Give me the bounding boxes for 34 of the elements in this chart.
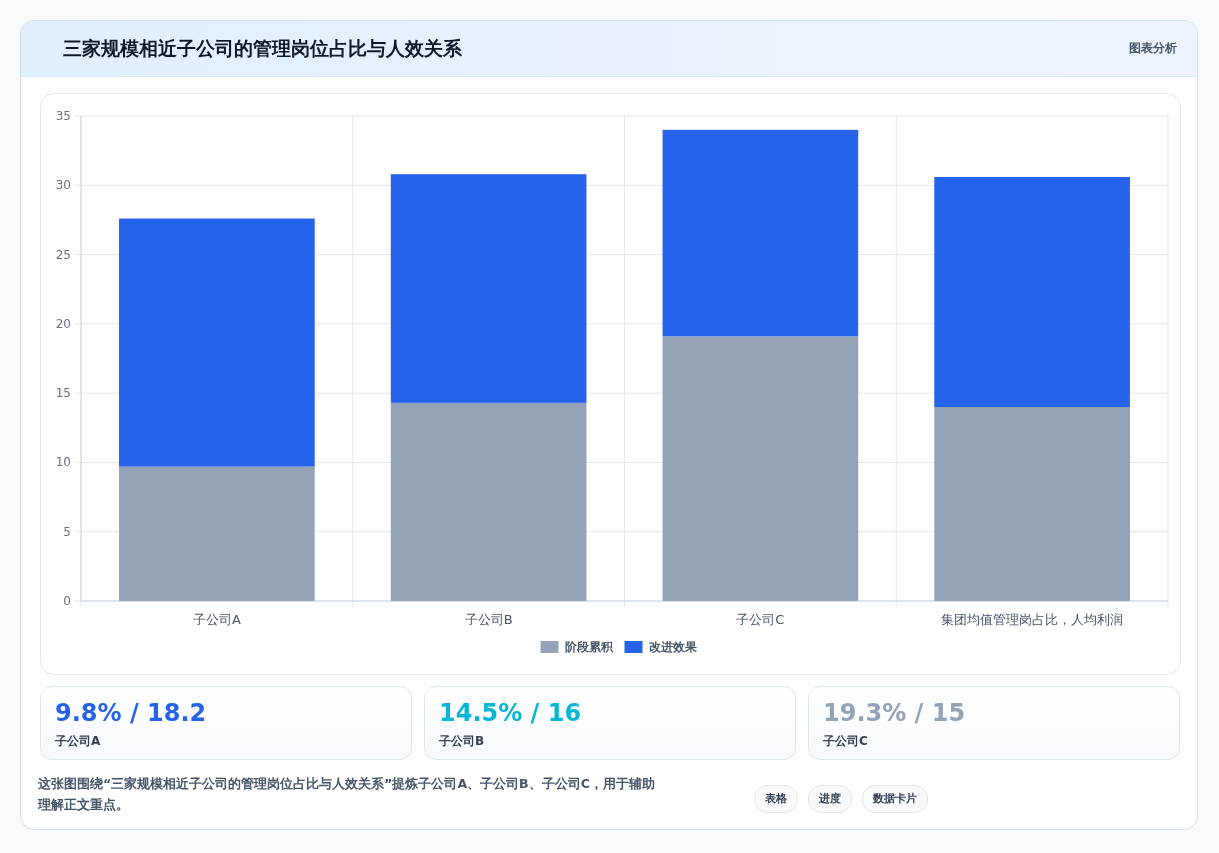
legend-label: 改进效果 [648, 640, 698, 654]
text: 进度 [808, 785, 852, 813]
y-tick-label: 5 [63, 524, 71, 539]
text: 19.3% / 15 [823, 699, 966, 727]
bar [934, 176, 1130, 407]
bar [662, 336, 859, 601]
text: 14.5% / 16 [439, 699, 582, 727]
text: 数据卡片 [862, 785, 928, 813]
text: 9.8% / 18.2 [55, 699, 207, 727]
x-tick-label: 子公司A [192, 612, 241, 627]
bar [662, 129, 859, 337]
text: 表格 [754, 785, 798, 813]
text: 图表分析 [1129, 40, 1177, 57]
y-tick-label: 25 [55, 247, 71, 262]
y-tick-label: 0 [63, 594, 71, 608]
y-tick-label: 10 [55, 455, 71, 470]
bar [119, 466, 315, 601]
x-tick-label: 集团均值管理岗占比，人均利润 [941, 612, 1124, 627]
y-tick-label: 15 [55, 386, 71, 401]
x-tick-label: 子公司C [736, 612, 785, 627]
chart-title: 三家规模相近子公司的管理岗位占比与人效关系 [63, 36, 462, 61]
x-tick-label: 子公司B [464, 612, 513, 627]
bar [119, 218, 315, 467]
y-tick-label: 35 [55, 109, 71, 123]
bar [390, 402, 587, 601]
legend-label: 阶段累积 [564, 640, 614, 654]
y-tick-label: 30 [55, 178, 71, 193]
bar [390, 174, 587, 403]
text: 这张图围绕“三家规模相近子公司的管理岗位占比与人效关系”提炼子公司A、子公司B、子公司C，用于辅助理解正文重点。 [38, 775, 656, 814]
bar [934, 407, 1130, 601]
category-label: 子公司C [823, 733, 868, 750]
category-label: 子公司A [55, 733, 101, 750]
category-label: 子公司B [439, 733, 485, 750]
y-tick-label: 20 [55, 316, 71, 331]
